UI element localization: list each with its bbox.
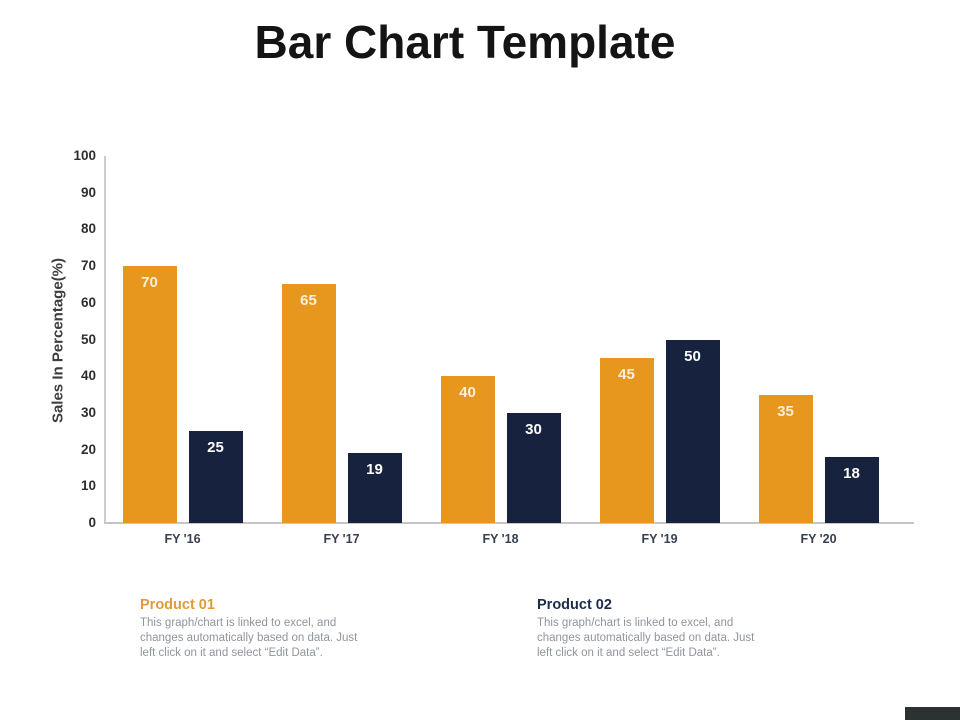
x-axis-line	[104, 522, 914, 524]
y-tick-label: 60	[80, 294, 96, 310]
bar-product-01-FY19: 45	[599, 357, 654, 523]
footer-accent-bar	[905, 707, 960, 720]
bar-value-label: 70	[141, 274, 158, 292]
y-tick-label: 0	[88, 515, 96, 530]
bar-value-label: 19	[366, 461, 383, 479]
y-tick-label: 70	[80, 258, 96, 274]
y-tick-label: 90	[80, 184, 96, 200]
legend-body-text: This graph/chart is linked to excel, and…	[537, 617, 755, 659]
bar-value-label: 18	[843, 464, 860, 482]
x-category-label: FY '20	[800, 532, 837, 546]
y-tick-label: 10	[80, 478, 96, 494]
bar-value-label: 40	[459, 384, 476, 402]
bar-value-label: 50	[684, 347, 701, 365]
y-tick-label: 50	[80, 331, 96, 347]
y-tick-label: 100	[73, 148, 96, 163]
x-category-label: FY '17	[323, 532, 360, 546]
legend-block-product-02: Product 02 This graph/chart is linked to…	[537, 596, 837, 661]
y-tick-label: 30	[80, 404, 96, 420]
bar-product-02-FY18: 30	[506, 412, 561, 523]
x-category-label: FY '18	[482, 532, 519, 546]
bar-value-label: 25	[207, 439, 224, 457]
bar-product-02-FY19: 50	[665, 339, 720, 523]
y-tick-label: 40	[80, 368, 96, 384]
bar-value-label: 65	[300, 292, 317, 310]
bar-product-01-FY16: 70	[122, 266, 177, 523]
legend-heading: Product 01	[140, 597, 215, 613]
bar-product-02-FY20: 18	[824, 456, 879, 523]
legend-block-product-01: Product 01 This graph/chart is linked to…	[140, 596, 440, 661]
y-tick-label: 80	[80, 221, 96, 237]
bar-value-label: 30	[525, 420, 542, 438]
bar-product-01-FY18: 40	[440, 376, 495, 523]
bar-product-01-FY20: 35	[758, 394, 813, 523]
bar-value-label: 45	[618, 365, 635, 383]
x-category-label: FY '19	[641, 532, 678, 546]
page-title: Bar Chart Template	[254, 16, 676, 68]
x-category-label: FY '16	[164, 532, 201, 546]
bar-product-01-FY17: 65	[281, 284, 336, 523]
bar-product-02-FY17: 19	[347, 453, 402, 523]
y-tick-label: 20	[80, 441, 96, 457]
bar-product-02-FY16: 25	[188, 431, 243, 523]
y-axis-line	[104, 156, 106, 523]
legend-body-text: This graph/chart is linked to excel, and…	[140, 617, 358, 659]
bar-value-label: 35	[777, 402, 794, 420]
legend-heading: Product 02	[537, 597, 612, 613]
